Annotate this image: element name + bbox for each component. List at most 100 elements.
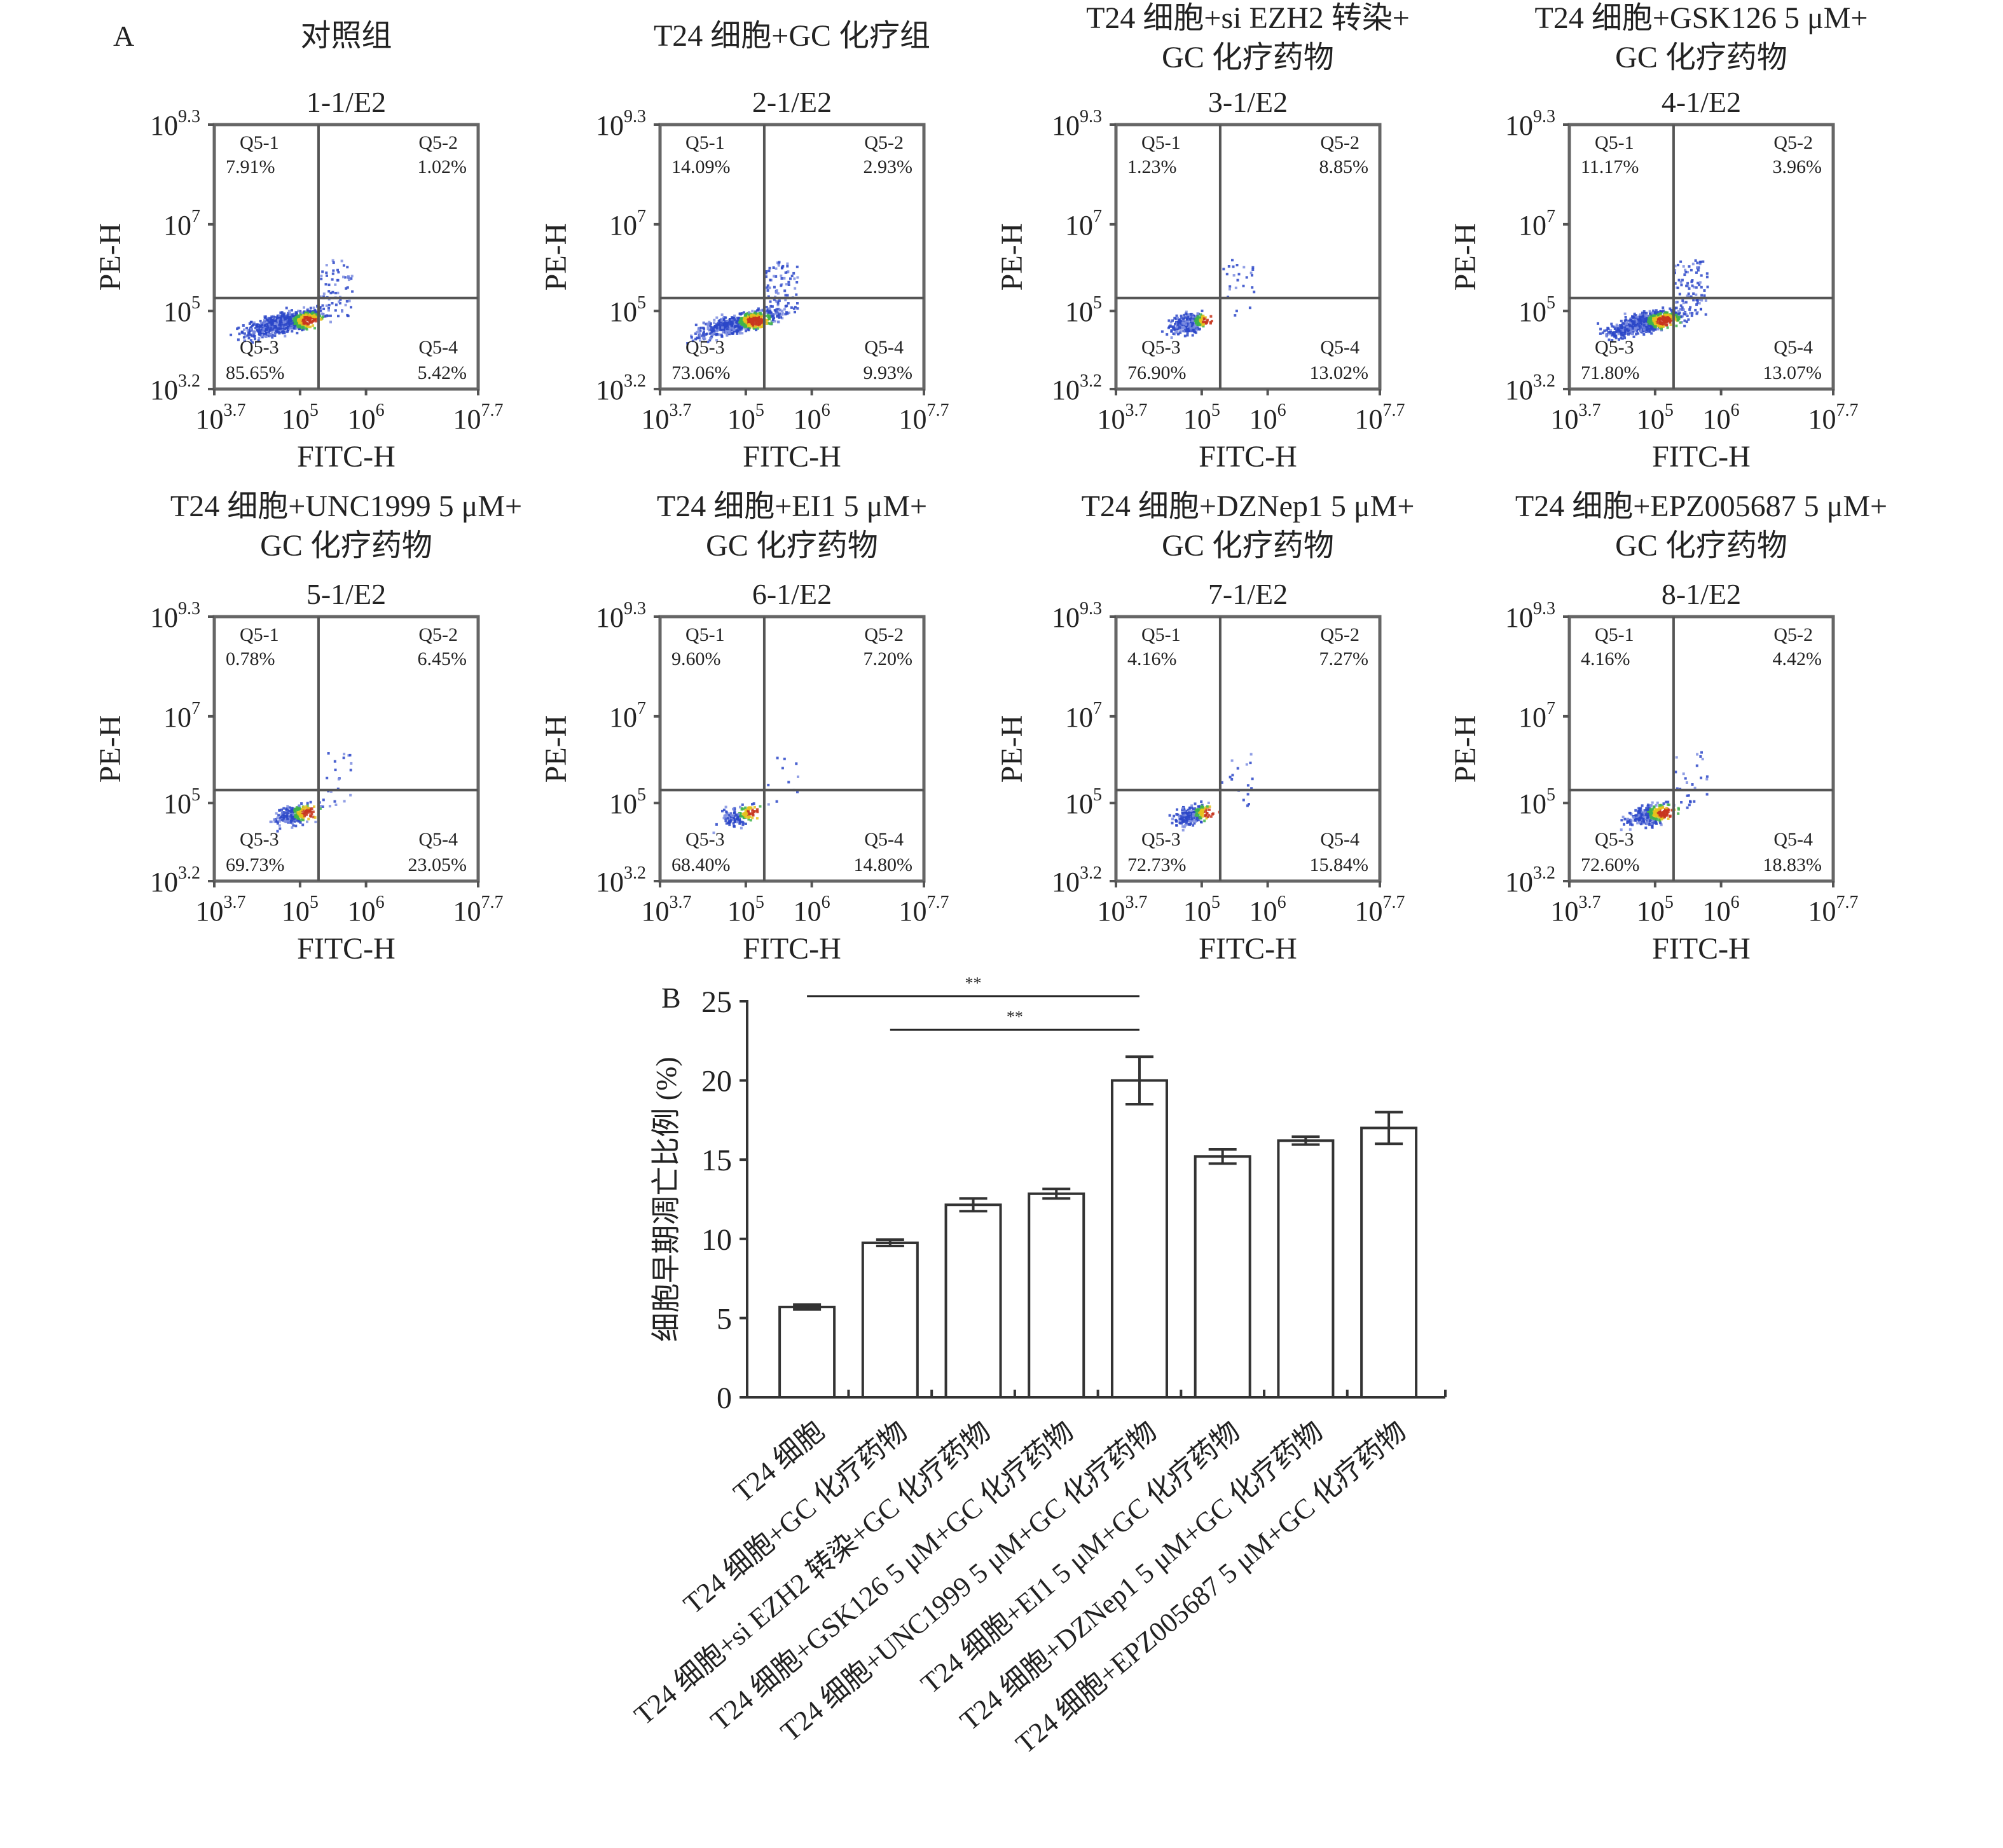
- event-point: [751, 325, 754, 329]
- event-point: [1227, 265, 1230, 268]
- event-point: [761, 315, 764, 318]
- event-point: [285, 808, 288, 811]
- event-point: [275, 812, 278, 815]
- x-tick-label: 107.7: [453, 400, 504, 435]
- event-point: [1641, 818, 1644, 821]
- event-point: [287, 327, 291, 330]
- event-point: [1649, 320, 1652, 324]
- event-point: [1622, 322, 1625, 325]
- event-point: [1194, 324, 1197, 327]
- tick-base: 10: [163, 296, 191, 327]
- event-point: [1185, 814, 1188, 817]
- tick-base: 10: [1183, 896, 1211, 927]
- event-point: [1634, 809, 1637, 812]
- event-point: [1173, 328, 1176, 331]
- event-point: [259, 320, 262, 322]
- quadrant-percent: 18.83%: [1763, 854, 1822, 875]
- bar: [1277, 1139, 1335, 1399]
- event-point: [286, 818, 289, 821]
- event-point: [748, 327, 751, 329]
- event-point: [1641, 822, 1644, 825]
- y-axis-label: PE-H: [539, 223, 573, 291]
- event-point: [1197, 315, 1200, 318]
- event-point: [1653, 317, 1656, 320]
- event-point: [1690, 280, 1693, 284]
- event-point: [1625, 318, 1628, 322]
- event-point: [724, 805, 727, 809]
- tick-exponent: 3.2: [178, 371, 200, 391]
- event-point: [767, 295, 770, 298]
- y-tick-label: 15: [701, 1144, 732, 1177]
- event-point: [1652, 819, 1655, 822]
- event-point: [1638, 316, 1641, 318]
- event-point: [279, 817, 282, 820]
- event-point: [712, 333, 714, 336]
- event-point: [1683, 324, 1686, 327]
- event-point: [326, 274, 328, 277]
- event-point: [1190, 329, 1194, 332]
- event-point: [751, 812, 754, 816]
- event-point: [286, 812, 289, 815]
- event-point: [1637, 814, 1641, 817]
- event-point: [299, 321, 303, 324]
- event-point: [1178, 815, 1181, 818]
- event-point: [343, 753, 346, 756]
- event-point: [1634, 326, 1637, 329]
- event-point: [742, 311, 745, 314]
- tick-exponent: 5: [191, 785, 200, 805]
- event-point: [297, 819, 300, 823]
- event-point: [326, 776, 329, 779]
- event-point: [304, 320, 306, 324]
- event-point: [726, 332, 729, 336]
- event-point: [736, 821, 739, 824]
- event-point: [296, 314, 299, 317]
- event-point: [1657, 318, 1660, 321]
- event-point: [1623, 334, 1626, 338]
- event-point: [1614, 334, 1617, 337]
- tick-base: 10: [1808, 404, 1836, 435]
- event-point: [1191, 322, 1194, 325]
- event-point: [314, 821, 317, 823]
- event-point: [1654, 322, 1657, 325]
- event-point: [1202, 320, 1204, 324]
- event-point: [1689, 311, 1691, 315]
- event-point: [1178, 326, 1181, 329]
- event-point: [796, 302, 799, 305]
- event-point: [339, 298, 342, 301]
- event-point: [1675, 324, 1678, 327]
- event-point: [714, 324, 717, 327]
- event-point: [1651, 322, 1654, 325]
- x-tick-label: 106: [348, 400, 385, 435]
- tick-base: 10: [1551, 896, 1579, 927]
- quadrant-percent: 76.90%: [1127, 362, 1187, 383]
- tick-exponent: 5: [1093, 785, 1102, 805]
- event-point: [1599, 332, 1602, 335]
- event-point: [1703, 294, 1706, 298]
- event-point: [329, 314, 332, 317]
- event-point: [1655, 822, 1658, 825]
- event-point: [296, 331, 299, 334]
- event-point: [333, 760, 336, 763]
- event-point: [1175, 819, 1178, 823]
- event-point: [773, 275, 776, 278]
- quadrant-name: Q5-2: [1773, 132, 1813, 153]
- event-point: [1192, 819, 1195, 823]
- x-tick-label: 106: [1703, 893, 1740, 927]
- event-point: [1248, 803, 1250, 805]
- event-point: [1677, 812, 1680, 815]
- tick-base: 10: [609, 210, 637, 241]
- event-point: [351, 290, 354, 293]
- event-point: [1194, 820, 1197, 823]
- event-point: [1684, 313, 1688, 316]
- event-point: [258, 336, 261, 339]
- event-point: [1205, 817, 1208, 820]
- tick-base: 10: [1052, 866, 1080, 898]
- event-point: [1644, 817, 1647, 820]
- event-point: [297, 817, 299, 820]
- event-point: [299, 318, 302, 322]
- event-point: [315, 313, 319, 317]
- y-axis-label: PE-H: [1449, 223, 1482, 291]
- event-point: [331, 278, 334, 281]
- event-point: [1623, 332, 1627, 335]
- quadrant-name: Q5-2: [864, 624, 904, 645]
